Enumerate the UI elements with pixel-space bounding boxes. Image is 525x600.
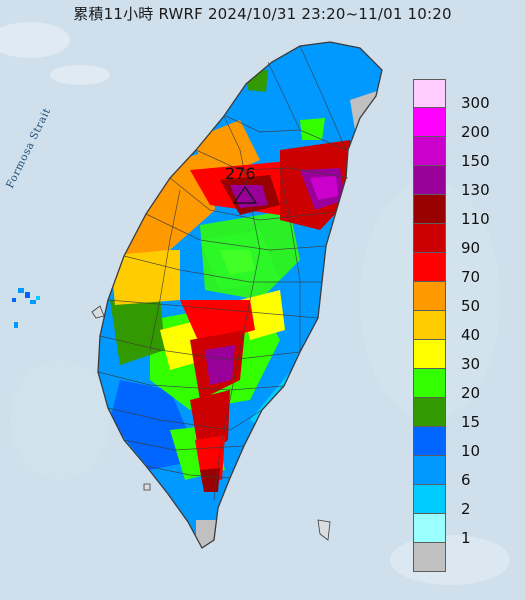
legend-label: 110 xyxy=(461,210,490,228)
legend-row: 30 xyxy=(413,340,515,373)
map-title: 累積11小時 RWRF 2024/10/31 23:20~11/01 10:20 xyxy=(73,5,452,23)
max-marker-icon xyxy=(232,185,258,204)
legend-label: 1 xyxy=(461,529,471,547)
legend-swatch xyxy=(413,369,446,398)
legend-swatch xyxy=(413,79,446,108)
legend-label: 6 xyxy=(461,471,471,489)
legend-swatch xyxy=(413,485,446,514)
legend-label: 15 xyxy=(461,413,481,431)
legend-label: 50 xyxy=(461,297,481,315)
legend-row: 40 xyxy=(413,311,515,344)
legend-label: 2 xyxy=(461,500,471,518)
legend-row: 150 xyxy=(413,137,515,170)
max-value-label: 276 xyxy=(225,164,256,183)
legend-row: 2 xyxy=(413,485,515,518)
taiwan-coastline xyxy=(97,41,383,549)
legend-row: 200 xyxy=(413,108,515,141)
legend-swatch xyxy=(413,311,446,340)
legend-row: 70 xyxy=(413,253,515,286)
legend-label: 40 xyxy=(461,326,481,344)
legend-row: 90 xyxy=(413,224,515,257)
legend-row: 10 xyxy=(413,427,515,460)
offshore-echo xyxy=(12,288,40,328)
legend-swatch xyxy=(413,166,446,195)
legend-swatch xyxy=(413,253,446,282)
legend-swatch xyxy=(413,282,446,311)
legend-row: 6 xyxy=(413,456,515,489)
legend-swatch xyxy=(413,137,446,166)
legend-swatch xyxy=(413,195,446,224)
legend-label: 10 xyxy=(461,442,481,460)
legend-row: 130 xyxy=(413,166,515,199)
legend-swatch xyxy=(413,543,446,572)
legend-swatch xyxy=(413,224,446,253)
legend-row: 15 xyxy=(413,398,515,431)
islets xyxy=(91,305,331,541)
legend-label: 20 xyxy=(461,384,481,402)
legend-label: 130 xyxy=(461,181,490,199)
rainfall-legend: 300 200 150 130 110 90 70 50 40 30 20 15 10 6 2 1 xyxy=(413,79,515,572)
legend-swatch xyxy=(413,108,446,137)
legend-row: 50 xyxy=(413,282,515,315)
legend-label: 300 xyxy=(461,94,490,112)
legend-label: 70 xyxy=(461,268,481,286)
legend-row: 110 xyxy=(413,195,515,228)
admin-boundaries xyxy=(97,45,349,501)
legend-row: 300 xyxy=(413,79,515,112)
legend-row: 1 xyxy=(413,514,515,547)
legend-swatch xyxy=(413,456,446,485)
legend-label: 30 xyxy=(461,355,481,373)
legend-swatch xyxy=(413,427,446,456)
legend-swatch xyxy=(413,514,446,543)
legend-label: 200 xyxy=(461,123,490,141)
legend-row xyxy=(413,543,515,572)
legend-swatch xyxy=(413,398,446,427)
legend-label: 90 xyxy=(461,239,481,257)
legend-swatch xyxy=(413,340,446,369)
legend-row: 20 xyxy=(413,369,515,402)
legend-label: 150 xyxy=(461,152,490,170)
